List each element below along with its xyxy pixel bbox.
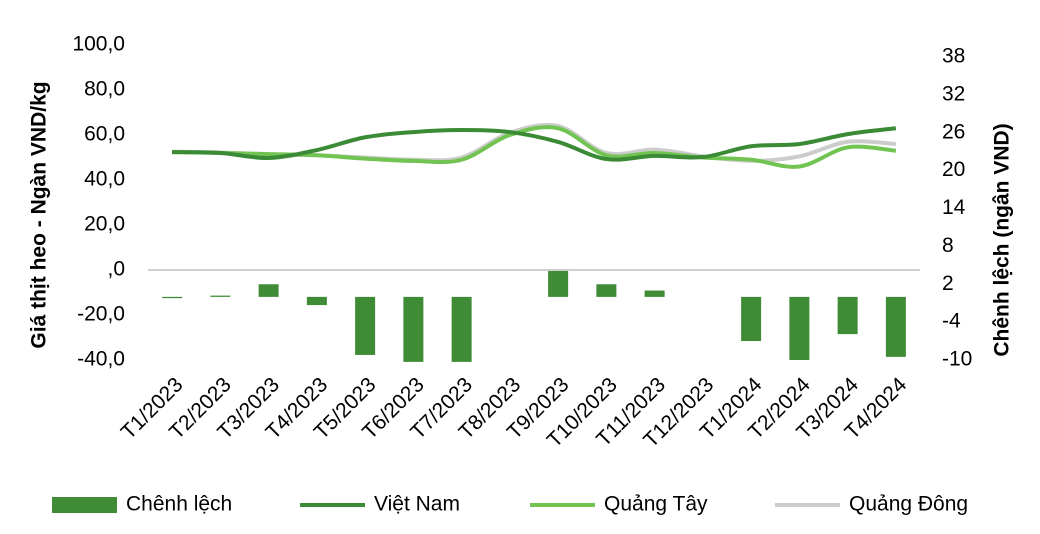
y2-tick-label: 26 <box>942 120 965 143</box>
y-tick-label: 80,0 <box>84 78 125 101</box>
y2-tick-label: -10 <box>942 348 972 371</box>
y-tick-label: 100,0 <box>72 33 125 56</box>
line <box>172 126 897 162</box>
y2-axis-title: Chênh lệch (ngân VND) <box>991 123 1014 356</box>
bar <box>741 296 762 342</box>
bar <box>548 270 569 297</box>
bar <box>258 284 279 297</box>
bar <box>885 296 906 357</box>
y2-tick-label: 2 <box>942 272 954 295</box>
y2-tick-label: 14 <box>942 196 966 219</box>
bar <box>355 296 376 355</box>
y-tick-label: -40,0 <box>77 348 125 371</box>
y2-tick-label: -4 <box>942 310 961 333</box>
bar <box>596 284 617 297</box>
y-tick-label: 20,0 <box>84 213 125 236</box>
y-tick-label: 60,0 <box>84 123 125 146</box>
y-tick-label: 40,0 <box>84 168 125 191</box>
y-tick-label: -20,0 <box>77 303 125 326</box>
bar <box>306 296 327 306</box>
legend-label: Quảng Tây <box>604 493 708 516</box>
legend-swatch <box>52 497 117 513</box>
legend-label: Quảng Đông <box>849 493 968 516</box>
bar <box>451 296 472 362</box>
y2-tick-label: 20 <box>942 158 965 181</box>
y-tick-label: ,0 <box>107 258 125 281</box>
legend-label: Chênh lệch <box>126 493 232 516</box>
bar <box>789 296 810 360</box>
y-axis-title: Giá thịt heo - Ngàn VND/kg <box>28 81 51 348</box>
bar <box>644 290 665 297</box>
bar <box>403 296 424 362</box>
y2-tick-label: 32 <box>942 82 965 105</box>
y2-tick-label: 38 <box>942 45 965 68</box>
legend-label: Việt Nam <box>374 493 460 516</box>
bar <box>162 296 183 299</box>
line <box>172 125 897 169</box>
y2-tick-label: 8 <box>942 234 954 257</box>
bar <box>210 295 231 297</box>
bar <box>837 296 858 335</box>
